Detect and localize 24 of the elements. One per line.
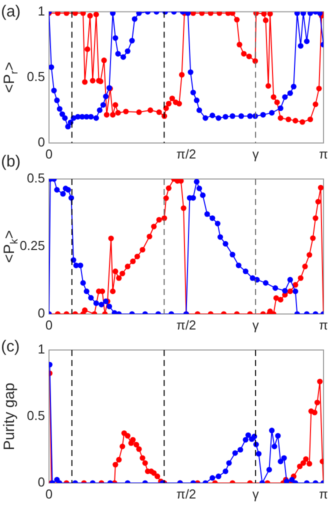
text: (c) <box>1 338 20 356</box>
x-tick-label: π <box>319 317 328 332</box>
text: (b) <box>1 153 21 170</box>
x-tick-label: π/2 <box>176 486 196 502</box>
text: (a) <box>1 3 21 20</box>
y-tick-label: 0.5 <box>26 170 45 186</box>
x-tick-label: π/2 <box>176 146 196 162</box>
y-tick-label: 0.5 <box>26 68 45 84</box>
x-tick-label: γ <box>252 146 260 162</box>
y-tick-label: 1 <box>38 342 45 357</box>
y-tick-label: 0 <box>38 474 45 490</box>
y-axis-title: Purity gap <box>1 382 18 450</box>
x-tick-label: γ <box>252 486 260 502</box>
y-axis-title: <Pk> <box>1 230 20 263</box>
y-tick-label: 0.25 <box>20 238 45 254</box>
y-tick-label: 0 <box>38 306 45 321</box>
y-tick-label: 0.5 <box>26 408 45 424</box>
x-tick-label: π <box>319 486 328 502</box>
y-tick-label: 1 <box>38 3 45 18</box>
y-tick-label: 0 <box>38 134 45 150</box>
y-axis-title: <Pr> <box>1 62 20 93</box>
x-tick-label: π <box>319 146 328 162</box>
x-tick-label: π/2 <box>176 317 196 332</box>
x-tick-label: γ <box>252 317 260 332</box>
